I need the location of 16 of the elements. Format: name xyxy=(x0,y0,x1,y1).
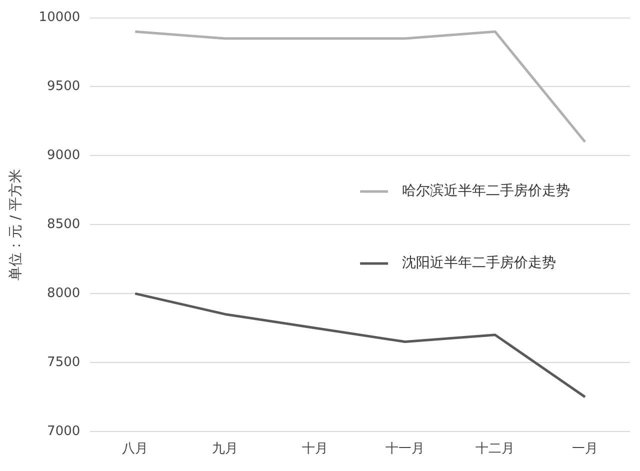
legend-label: 哈尔滨近半年二手房价走势 xyxy=(402,183,570,200)
y-tick-label: 9000 xyxy=(47,148,80,164)
legend-label: 沈阳近半年二手房价走势 xyxy=(402,255,556,272)
y-tick-label: 7500 xyxy=(47,354,80,370)
x-tick-label: 一月 xyxy=(572,442,598,457)
y-tick-label: 7000 xyxy=(47,424,80,439)
x-tick-label: 十月 xyxy=(302,442,328,457)
x-tick-label: 九月 xyxy=(212,442,238,457)
y-axis-title: 单位：元 / 平方米 xyxy=(8,168,24,280)
y-tick-label: 8000 xyxy=(47,286,80,301)
y-tick-label: 9500 xyxy=(47,79,80,94)
x-tick-label: 十二月 xyxy=(476,442,515,457)
y-tick-label: 8500 xyxy=(47,216,80,232)
y-tick-label: 10000 xyxy=(38,10,80,26)
x-tick-label: 十一月 xyxy=(386,442,425,457)
x-tick-label: 八月 xyxy=(122,442,148,457)
